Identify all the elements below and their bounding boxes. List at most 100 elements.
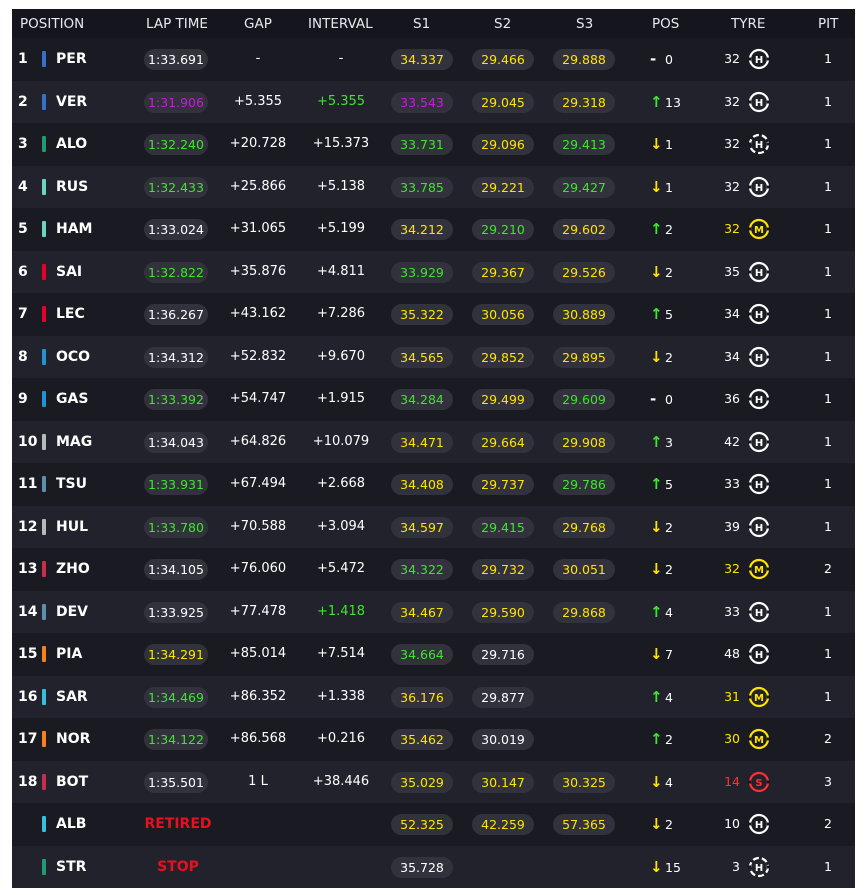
hard-tyre-icon: H [748,601,770,622]
position-change: ↑ 5 [650,463,698,506]
sector-s2: 30.019 [472,729,534,750]
table-row[interactable]: 6 SAI 1:32.822 +35.876 +4.811 33.929 29.367 29.… [12,250,855,293]
hard-tyre-icon: H [748,48,770,70]
row-position: 1 [18,51,28,67]
driver-code[interactable]: HAM [56,221,93,237]
col-pit[interactable]: PIT [818,16,839,32]
table-row[interactable]: 12 HUL 1:33.780 +70.588 +3.094 34.597 29.415 29… [12,505,855,549]
pit-stops: 1 [824,51,832,66]
tyre-age: 32 [724,51,740,66]
row-position: 16 [18,688,38,705]
position-change: ↑ 13 [650,81,698,124]
lap-time: 1:34.043 [144,431,208,453]
driver-code[interactable]: PER [56,51,87,67]
pit-stops: 1 [824,603,832,619]
pit-stops: 1 [824,348,832,364]
arrow-down-icon: ↓ [650,645,663,663]
pit-stops: 2 [824,731,832,746]
table-row[interactable]: 8 OCO 1:34.312 +52.832 +9.670 34.565 29.852 29.… [12,335,855,378]
sector-s3: 29.908 [553,431,615,453]
tyre-compound: H [755,438,763,449]
table-row[interactable]: 3 ALO 1:32.240 +20.728 +15.373 33.731 29.096 29… [12,123,855,166]
position-change-value: 5 [665,477,673,492]
sector-s1: 35.029 [391,771,453,793]
table-row[interactable]: 10 MAG 1:34.043 +64.826 +10.079 34.471 29.664 2… [12,420,855,463]
pit-stops: 1 [824,688,832,704]
driver-code[interactable]: OCO [56,348,91,365]
arrow-down-icon: ↓ [650,347,663,366]
gap-value: +64.826 [229,433,287,449]
position-change: ↑ 4 [650,676,698,719]
table-row[interactable]: STR STOP 35.728 ↓ 15 3 H 1 [12,845,855,888]
team-color-bar [42,391,46,407]
table-row[interactable]: 11 TSU 1:33.931 +67.494 +2.668 34.408 29.737 29… [12,463,855,506]
col-position[interactable]: POSITION [20,16,85,32]
position-change-value: 2 [665,732,673,747]
table-row[interactable]: 5 HAM 1:33.024 +31.065 +5.199 34.212 29.210 29.… [12,208,855,251]
table-row[interactable]: ALB RETIRED 52.325 42.259 57.365 ↓ 2 10 H 2 [12,803,855,846]
position-change-value: 4 [665,689,673,705]
table-row[interactable]: 16 SAR 1:34.469 +86.352 +1.338 36.176 29.877 ↑ 4… [12,675,855,719]
driver-code[interactable]: ALO [56,136,88,152]
arrow-up-icon: ↑ [650,687,663,706]
interval-value: +2.668 [316,476,366,491]
driver-code[interactable]: VER [56,93,88,110]
hard-tyre-icon: H [748,91,770,112]
position-change: ↓ 4 [650,761,698,804]
sector-s3: 29.318 [553,91,615,113]
sector-s3: 29.888 [553,49,615,70]
col-tyre[interactable]: TYRE [731,16,766,32]
table-header: POSITION LAP TIME GAP INTERVAL S1 S2 S3 … [12,9,855,38]
driver-code[interactable]: STR [56,858,87,875]
table-row[interactable]: 13 ZHO 1:34.105 +76.060 +5.472 34.322 29.732 30… [12,548,855,591]
col-gap[interactable]: GAP [244,16,272,32]
sector-s1: 36.176 [391,686,453,708]
driver-code[interactable]: PIA [56,646,83,662]
driver-code[interactable]: TSU [56,476,88,492]
sector-s1: 35.462 [391,729,453,750]
sector-s2: 29.716 [472,644,534,665]
driver-code[interactable]: ZHO [56,561,90,577]
driver-code[interactable]: DEV [56,603,89,620]
position-change: ↓ 2 [650,506,698,549]
driver-code[interactable]: RUS [56,178,89,195]
driver-code[interactable]: SAR [56,688,88,705]
driver-code[interactable]: BOT [56,773,89,790]
tyre-age: 34 [724,306,740,321]
driver-code[interactable]: GAS [56,391,89,407]
col-interval[interactable]: INTERVAL [308,16,373,32]
interval-value: +3.094 [316,518,366,534]
table-row[interactable]: 2 VER 1:31.906 +5.355 +5.355 33.543 29.045 29.3… [12,80,855,124]
driver-code[interactable]: HUL [56,518,89,535]
table-row[interactable]: 17 NOR 1:34.122 +86.568 +0.216 35.462 30.019 ↑ 2… [12,718,855,761]
driver-code[interactable]: NOR [56,731,91,747]
driver-code[interactable]: MAG [56,433,93,450]
sector-s2: 29.664 [472,431,534,453]
table-row[interactable]: 4 RUS 1:32.433 +25.866 +5.138 33.785 29.221 29.… [12,165,855,208]
table-row[interactable]: 7 LEC 1:36.267 +43.162 +7.286 35.322 30.056 30.… [12,293,855,336]
arrow-up-icon: ↑ [650,475,663,493]
team-color-bar [42,136,46,152]
position-change-value: 1 [665,179,673,195]
table-row[interactable]: 18 BOT 1:35.501 1 L +38.446 35.029 30.147 30.32… [12,760,855,804]
driver-code[interactable]: LEC [56,306,85,322]
hard-tyre-icon: H [748,856,770,877]
arrow-down-icon: ↓ [650,857,663,876]
team-color-bar [42,688,46,705]
table-row[interactable]: 14 DEV 1:33.925 +77.478 +1.418 34.467 29.590 29… [12,590,855,633]
tyre-age: 30 [724,731,740,746]
col-s2[interactable]: S2 [494,16,512,32]
arrow-up-icon: ↑ [650,432,663,451]
table-row[interactable]: 1 PER 1:33.691- -34.337 29.466 29.888-0 32 H 1 [12,38,855,81]
col-pos[interactable]: POS [652,16,680,32]
tyre-compound: S [755,778,762,789]
table-row[interactable]: 15 PIA 1:34.291 +85.014 +7.514 34.664 29.716 ↓ 7… [12,633,855,676]
sector-s3: 29.413 [553,134,615,155]
driver-code[interactable]: SAI [56,263,83,280]
col-s1[interactable]: S1 [413,16,431,32]
tyre-compound: M [754,225,764,236]
table-row[interactable]: 9 GAS 1:33.392 +54.747 +1.915 34.284 29.499 29.… [12,378,855,421]
driver-code[interactable]: ALB [56,816,87,832]
col-lap-time[interactable]: LAP TIME [146,16,208,32]
col-s3[interactable]: S3 [576,16,594,32]
